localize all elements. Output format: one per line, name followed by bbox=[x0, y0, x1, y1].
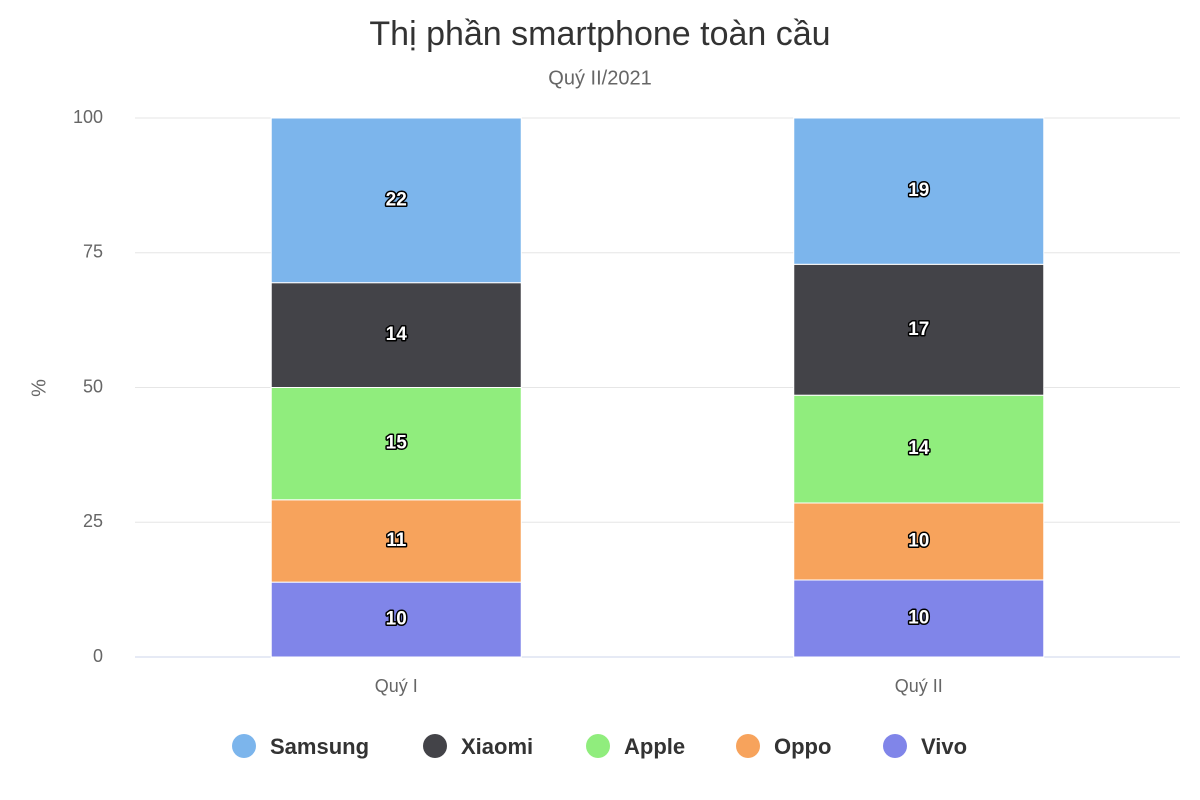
legend-marker bbox=[232, 734, 256, 758]
legend-label: Xiaomi bbox=[461, 734, 533, 759]
y-tick-label: 75 bbox=[83, 242, 103, 262]
chart-title: Thị phần smartphone toàn cầu bbox=[369, 15, 830, 53]
bar-segment bbox=[270, 499, 522, 583]
legend-label: Vivo bbox=[921, 734, 967, 759]
data-label: 10 bbox=[908, 608, 929, 629]
y-tick-label: 0 bbox=[93, 646, 103, 666]
y-axis-label: % bbox=[28, 379, 50, 397]
data-label: 10 bbox=[908, 531, 929, 552]
data-label: 15 bbox=[386, 433, 408, 454]
legend-label: Oppo bbox=[774, 734, 831, 759]
data-label: 22 bbox=[386, 189, 407, 210]
legend-label: Apple bbox=[624, 734, 685, 759]
data-label: 17 bbox=[908, 319, 929, 340]
legend-marker bbox=[736, 734, 760, 758]
legend-label: Samsung bbox=[270, 734, 369, 759]
data-label: 11 bbox=[386, 530, 407, 551]
bar-segment bbox=[793, 502, 1045, 581]
y-tick-label: 25 bbox=[83, 511, 103, 531]
x-tick-label: Quý II bbox=[895, 676, 943, 696]
bar-segment bbox=[793, 394, 1045, 504]
legend-marker bbox=[586, 734, 610, 758]
x-tick-label: Quý I bbox=[375, 676, 418, 696]
legend-marker bbox=[883, 734, 907, 758]
legend-marker bbox=[423, 734, 447, 758]
bar-segment bbox=[793, 263, 1045, 396]
bar-segment bbox=[793, 117, 1045, 265]
bar-segment bbox=[270, 581, 522, 658]
data-label: 14 bbox=[908, 438, 930, 459]
data-label: 10 bbox=[386, 609, 407, 630]
y-tick-label: 100 bbox=[73, 107, 103, 127]
y-tick-label: 50 bbox=[83, 376, 103, 396]
bar-segment bbox=[270, 117, 522, 284]
data-label: 14 bbox=[386, 324, 408, 345]
data-label: 19 bbox=[908, 180, 929, 201]
chart-subtitle: Quý II/2021 bbox=[548, 67, 651, 89]
